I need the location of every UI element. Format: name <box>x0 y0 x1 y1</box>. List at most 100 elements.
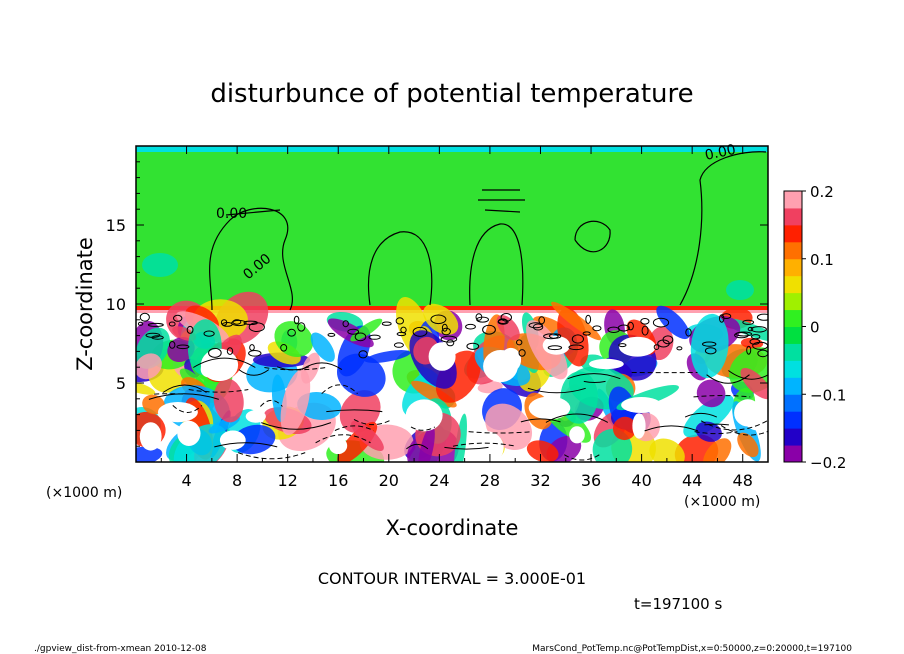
field-patch <box>528 396 571 420</box>
contour-line <box>248 322 265 333</box>
x-tick-label: 24 <box>429 471 449 490</box>
contour-line <box>706 374 750 384</box>
field-patch <box>136 146 768 152</box>
contour-line <box>520 418 561 423</box>
contour-line <box>644 425 699 432</box>
contour-line <box>297 322 306 332</box>
contour-line <box>249 344 255 351</box>
field-patch <box>551 301 602 341</box>
contour-line <box>261 422 332 430</box>
contour-line <box>342 320 349 328</box>
colorbar-tick-label: 0.1 <box>810 251 834 269</box>
field-patch <box>142 253 178 277</box>
contour-line <box>734 332 749 339</box>
contour-line <box>334 425 374 432</box>
contour-line <box>652 317 670 328</box>
contour-line <box>446 339 455 347</box>
colorbar-swatch <box>784 428 802 446</box>
contour-line <box>347 328 360 335</box>
contour-line <box>238 369 270 376</box>
field-patch <box>329 437 348 455</box>
y-tick-label: 5 <box>116 374 126 393</box>
field-patch <box>219 430 246 450</box>
field-patch <box>696 379 726 408</box>
contour-line <box>203 330 215 337</box>
colorbar-swatch <box>784 394 802 412</box>
contour-line <box>567 373 621 380</box>
contour-line <box>381 321 392 326</box>
x-tick-label: 48 <box>733 471 753 490</box>
field-patch <box>350 318 383 342</box>
contour-line <box>226 347 234 355</box>
field-patch <box>200 361 217 378</box>
upper-layer-field <box>136 146 768 310</box>
field-patch <box>177 420 201 446</box>
contour-line <box>243 320 258 325</box>
contour-line <box>704 347 717 355</box>
contour-line <box>186 325 194 334</box>
field-patch <box>742 402 768 431</box>
x-tick-label: 8 <box>232 471 242 490</box>
contour-line <box>756 313 768 321</box>
colorbar-swatch <box>784 292 802 311</box>
colorbar-swatch <box>784 326 802 344</box>
x-axis-unit: (×1000 m) <box>684 494 760 510</box>
field-patch <box>336 353 386 397</box>
contour-line <box>232 319 242 325</box>
contour-line <box>746 345 752 355</box>
field-patch <box>656 305 690 340</box>
colorbar-swatch <box>784 258 802 277</box>
contour-line <box>641 325 649 336</box>
field-patch <box>136 446 163 462</box>
contour-line <box>679 151 767 306</box>
contour-line <box>607 326 621 333</box>
contour-line <box>700 420 768 431</box>
contour-line <box>653 344 660 351</box>
contour-line <box>757 349 768 358</box>
contour-line <box>353 418 393 426</box>
field-patch <box>612 416 637 441</box>
contour-line <box>640 318 650 325</box>
contour-line <box>583 380 606 383</box>
contour-line <box>518 349 526 357</box>
contour-label: 0.00 <box>216 206 247 222</box>
contour-line <box>452 442 516 447</box>
field-patch <box>280 369 311 436</box>
field-patch <box>589 358 624 370</box>
field-patch <box>500 347 522 372</box>
contour-line <box>548 333 562 339</box>
contour-line <box>225 209 281 216</box>
x-tick-label: 12 <box>278 471 298 490</box>
field-patch <box>496 314 520 341</box>
field-patch <box>428 342 456 371</box>
contour-line <box>693 395 751 398</box>
plot-area <box>136 146 768 462</box>
contour-line <box>702 341 717 347</box>
contour-line <box>441 323 448 332</box>
field-patch <box>737 432 759 458</box>
contour-line <box>694 431 738 435</box>
contour-line <box>151 335 164 340</box>
contour-line <box>208 347 222 358</box>
field-patch <box>213 378 244 423</box>
disturbance-blobs <box>136 146 768 462</box>
contour-line <box>547 345 563 351</box>
y-axis-unit: (×1000 m) <box>46 485 122 501</box>
x-tick-label: 20 <box>379 471 399 490</box>
contour-line <box>276 366 310 371</box>
contour-line <box>321 384 358 395</box>
time-label: t=197100 s <box>634 595 722 613</box>
contour-line <box>260 399 283 407</box>
x-tick-label: 36 <box>581 471 601 490</box>
field-patch <box>136 353 162 380</box>
field-patch <box>139 422 162 451</box>
y-axis: 5 10 15 <box>106 161 768 447</box>
colorbar-tick-label: 0 <box>810 319 820 337</box>
contour-line <box>500 313 512 322</box>
contour-line <box>564 454 600 461</box>
colorbar-swatch <box>784 191 802 209</box>
contour-line <box>162 384 207 393</box>
contour-line <box>169 341 176 349</box>
contour-line <box>571 334 585 344</box>
contour-line <box>412 326 428 337</box>
